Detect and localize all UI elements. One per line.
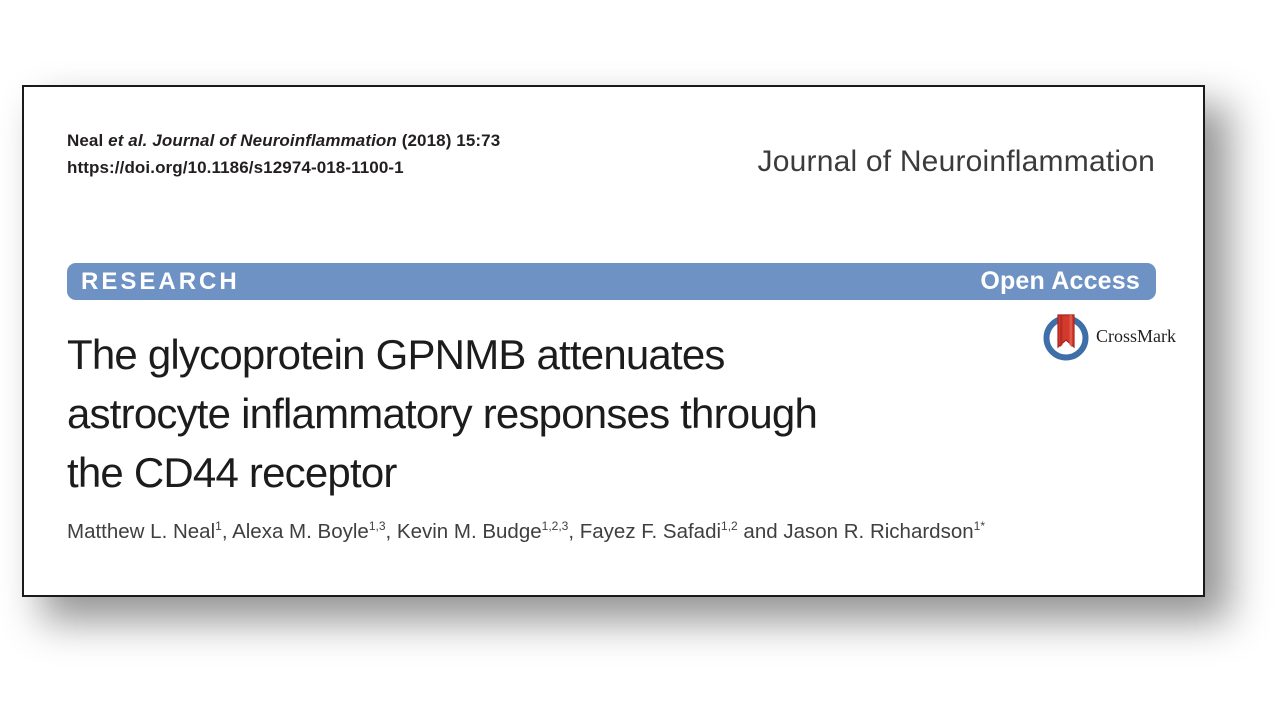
author: Kevin M. Budge1,2,3, — [396, 519, 580, 543]
open-access-label: Open Access — [980, 267, 1140, 295]
author: Matthew L. Neal1, — [67, 519, 233, 543]
title-line-1: The glycoprotein GPNMB attenuates — [67, 331, 725, 378]
article-type-banner: RESEARCH Open Access — [67, 263, 1156, 300]
citation-line: Neal et al. Journal of Neuroinflammation… — [67, 131, 501, 150]
title-line-3: the CD44 receptor — [67, 449, 397, 496]
author: Jason R. Richardson1* — [783, 519, 985, 543]
title-line-2: astrocyte inflammatory responses through — [67, 390, 818, 437]
paper-first-page: Neal et al. Journal of Neuroinflammation… — [22, 85, 1205, 597]
crossmark-badge: CrossMark — [1043, 311, 1176, 361]
citation-block: Neal et al. Journal of Neuroinflammation… — [67, 127, 500, 181]
doi-link: https://doi.org/10.1186/s12974-018-1100-… — [67, 158, 404, 177]
crossmark-label: CrossMark — [1096, 325, 1176, 346]
author-affiliation-sup: 1,2,3 — [541, 519, 569, 534]
article-title: The glycoprotein GPNMB attenuates astroc… — [67, 325, 1047, 502]
article-type-label: RESEARCH — [81, 267, 240, 295]
author: Alexa M. Boyle1,3, — [232, 519, 397, 543]
author-affiliation-sup: 1 — [215, 519, 222, 534]
author-affiliation-sup: 1,3 — [368, 519, 386, 534]
citation-italic: et al. Journal of Neuroinflammation — [108, 131, 397, 150]
author: Fayez F. Safadi1,2 and — [579, 519, 784, 543]
journal-name: Journal of Neuroinflammation — [757, 145, 1155, 178]
author-list: Matthew L. Neal1, Alexa M. Boyle1,3, Kev… — [67, 520, 985, 544]
crossmark-icon — [1043, 311, 1089, 361]
author-affiliation-sup: 1,2 — [721, 519, 738, 534]
author-affiliation-sup: 1* — [973, 519, 985, 534]
